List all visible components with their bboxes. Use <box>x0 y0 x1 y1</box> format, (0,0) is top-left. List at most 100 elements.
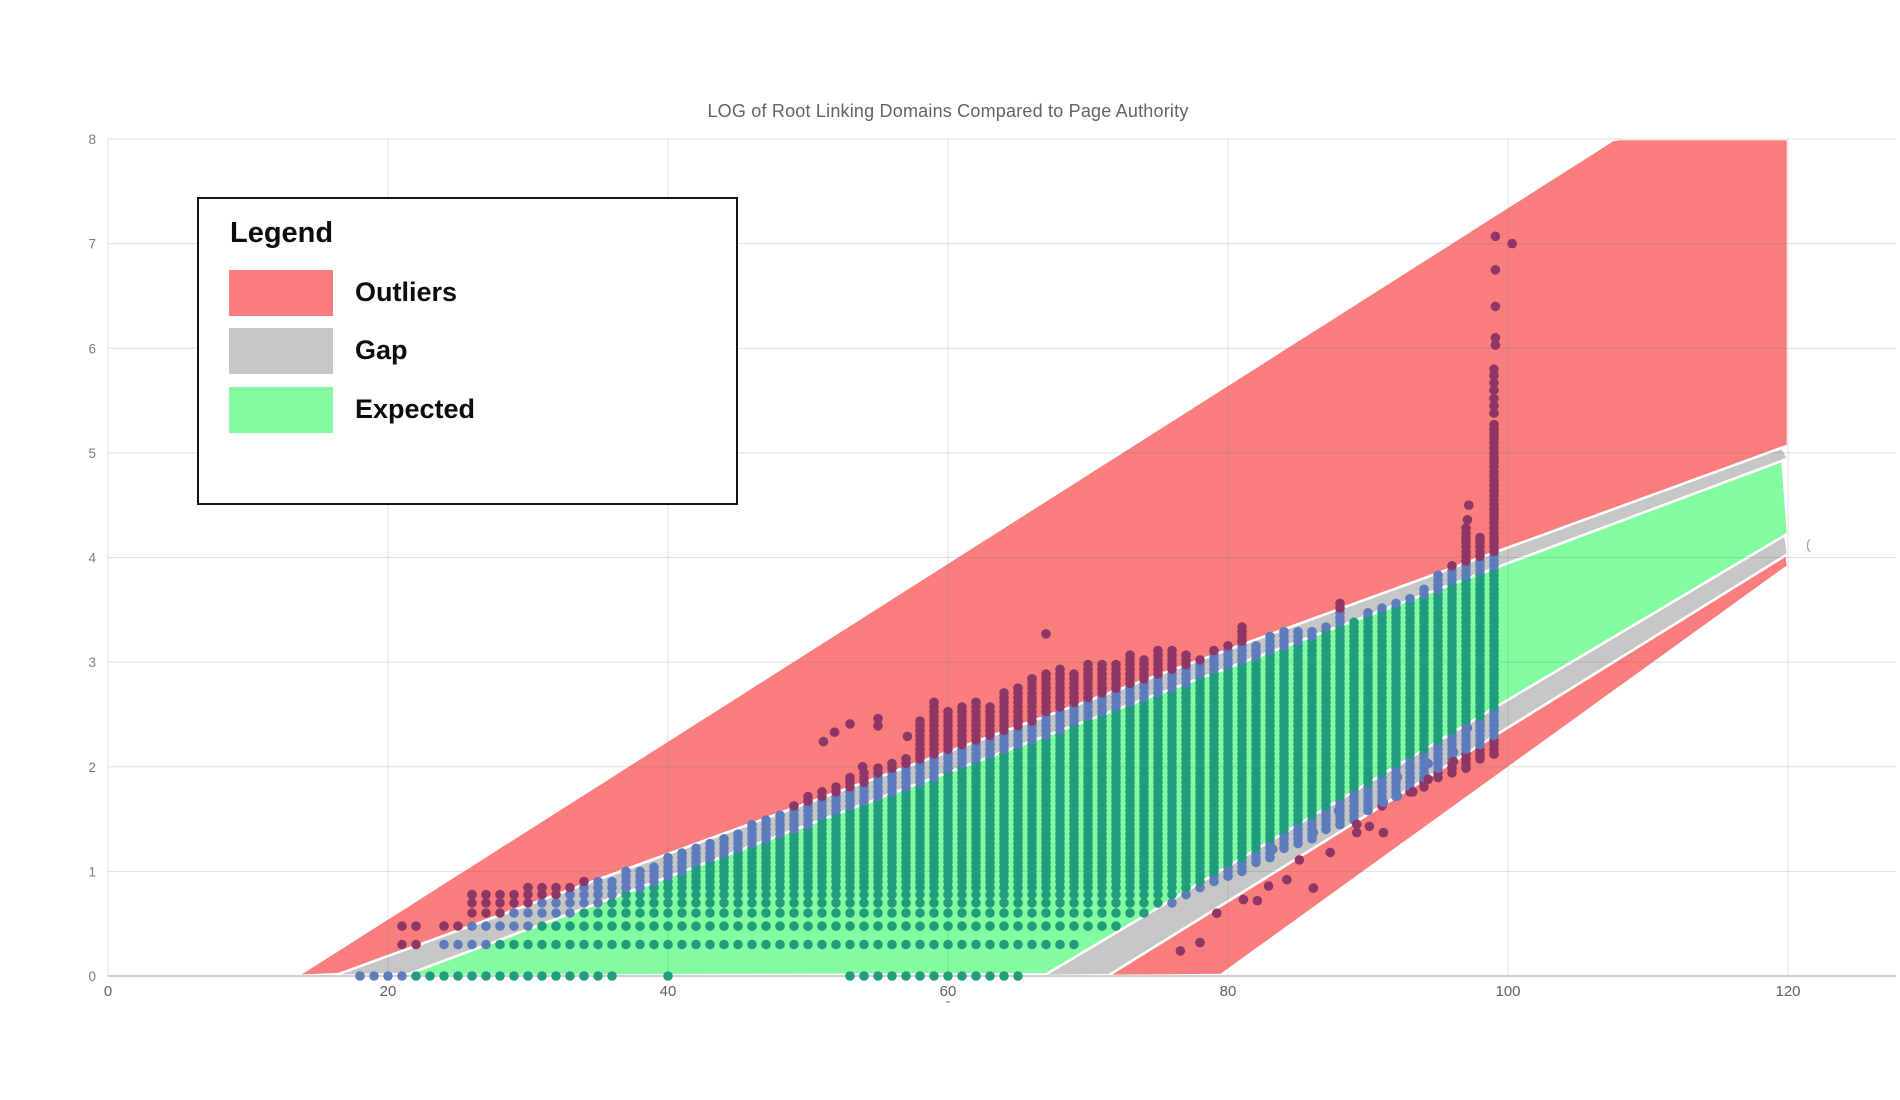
x-tick-label: 60 <box>940 983 957 1000</box>
scatter-dot <box>481 939 491 950</box>
scatter-dot <box>747 908 757 918</box>
scatter-dot <box>1027 889 1037 900</box>
scatter-dot <box>1352 819 1362 830</box>
scatter-dot <box>565 908 575 918</box>
scatter-dot <box>1027 674 1037 684</box>
scatter-dot <box>481 971 491 981</box>
scatter-dot <box>579 939 589 950</box>
scatter-dot <box>1139 655 1149 665</box>
scatter-dot <box>565 882 575 893</box>
scatter-dot <box>663 908 673 918</box>
scatter-dot <box>957 702 967 712</box>
scatter-dot <box>943 706 953 717</box>
scatter-dot <box>621 939 631 950</box>
scatter-dot <box>915 898 925 908</box>
scatter-dot <box>1408 787 1418 797</box>
scatter-dot <box>593 876 603 887</box>
scatter-dot <box>1294 855 1305 865</box>
scatter-dot <box>957 921 967 931</box>
scatter-dot <box>1195 655 1205 665</box>
scatter-dot <box>999 889 1009 900</box>
scatter-dot <box>1321 622 1331 632</box>
scatter-dot <box>957 939 967 950</box>
scatter-dot <box>901 971 911 981</box>
scatter-dot <box>551 971 561 981</box>
scatter-dot <box>1335 598 1345 609</box>
scatter-dot <box>593 889 603 900</box>
y-tick-label: 2 <box>88 760 96 775</box>
scatter-dot <box>803 908 813 918</box>
scatter-dot <box>901 889 911 900</box>
scatter-dot <box>1349 617 1359 628</box>
scatter-dot <box>929 921 939 931</box>
scatter-dot <box>551 921 561 931</box>
scatter-dot <box>691 939 701 950</box>
scatter-dot <box>747 939 757 950</box>
scatter-dot <box>789 801 799 811</box>
scatter-dot <box>705 908 715 918</box>
scatter-dot <box>551 939 561 950</box>
scatter-dot <box>1027 898 1037 908</box>
scatter-dot <box>831 889 841 900</box>
scatter-dot <box>1279 626 1289 637</box>
scatter-dot <box>1238 894 1249 905</box>
scatter-dot <box>467 939 477 950</box>
scatter-dot <box>1111 898 1121 908</box>
scatter-dot <box>677 889 687 900</box>
scatter-dot <box>481 898 491 908</box>
scatter-dot <box>509 898 519 908</box>
scatter-dot <box>845 719 855 729</box>
scatter-dot <box>649 862 659 872</box>
scatter-dot <box>999 921 1009 931</box>
scatter-dot <box>1111 659 1121 670</box>
scatter-dot <box>985 971 995 981</box>
scatter-dot <box>943 898 953 908</box>
scatter-dot <box>971 898 981 908</box>
scatter-dot <box>1125 650 1135 660</box>
scatter-dot <box>481 921 491 931</box>
legend-item-expected: Expected <box>229 387 709 433</box>
scatter-dot <box>915 921 925 931</box>
scatter-dot <box>397 921 407 931</box>
scatter-dot <box>901 754 911 764</box>
scatter-dot <box>957 889 967 900</box>
scatter-dot <box>551 898 561 908</box>
scatter-dot <box>635 939 645 950</box>
scatter-dot <box>537 971 547 981</box>
scatter-dot <box>943 971 953 981</box>
scatter-dot <box>1447 561 1457 571</box>
scatter-dot <box>523 882 533 893</box>
scatter-dot <box>1489 378 1499 388</box>
scatter-dot <box>1423 758 1433 769</box>
legend-label-outliers: Outliers <box>355 276 458 307</box>
scatter-dot <box>663 889 673 900</box>
scatter-dot <box>1392 772 1403 782</box>
scatter-dot <box>579 876 589 887</box>
scatter-dot <box>887 939 897 950</box>
scatter-dot <box>1423 774 1433 785</box>
scatter-dot <box>1013 889 1023 900</box>
scatter-dot <box>635 898 645 908</box>
scatter-dot <box>411 921 421 931</box>
x-tick-label: 120 <box>1775 983 1800 1000</box>
scatter-dot <box>789 889 799 900</box>
scatter-dot <box>1464 500 1474 511</box>
scatter-dot <box>537 898 547 908</box>
scatter-dot <box>831 939 841 950</box>
scatter-dot <box>859 908 869 918</box>
scatter-dot <box>607 876 617 887</box>
scatter-dot <box>383 971 393 981</box>
scatter-dot <box>845 772 855 783</box>
scatter-dot <box>971 971 981 981</box>
scatter-dot <box>1308 827 1319 838</box>
scatter-dot <box>887 971 897 981</box>
scatter-dot <box>999 971 1009 981</box>
scatter-dot <box>1097 659 1107 670</box>
scatter-dot <box>439 921 449 931</box>
scatter-dot <box>829 727 840 737</box>
scatter-dot <box>747 921 757 931</box>
scatter-dot <box>789 908 799 918</box>
scatter-dot <box>1363 608 1373 618</box>
scatter-dot <box>509 939 519 950</box>
